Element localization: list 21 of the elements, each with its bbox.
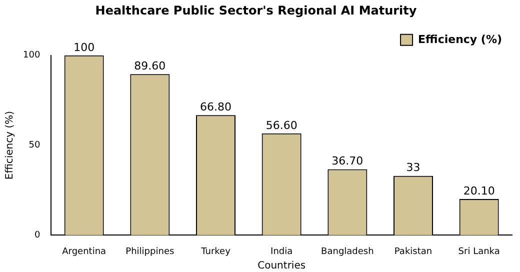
y-tick-label: 0	[34, 230, 40, 241]
x-tick-label: Pakistan	[394, 246, 432, 257]
x-tick-label: Argentina	[62, 246, 106, 257]
y-axis-title: Efficiency (%)	[4, 110, 16, 180]
x-tick-label: India	[270, 246, 293, 257]
legend-label: Efficiency (%)	[418, 32, 502, 46]
y-tick-label: 100	[22, 50, 40, 61]
data-label: 56.60	[266, 118, 298, 132]
data-label: 100	[74, 40, 95, 54]
x-axis-title: Countries	[258, 260, 306, 272]
chart-title: Healthcare Public Sector's Regional AI Maturity	[95, 3, 417, 18]
x-tick-label: Philippines	[126, 246, 174, 257]
data-label: 33	[406, 161, 420, 174]
data-label: 36.70	[332, 154, 364, 168]
x-tick-label: Turkey	[200, 246, 232, 257]
data-label: 20.10	[463, 184, 495, 198]
x-tick-label: Bangladesh	[321, 246, 374, 257]
y-tick-label: 50	[28, 140, 40, 151]
data-label: 66.80	[200, 100, 232, 114]
x-tick-label: Sri Lanka	[458, 246, 500, 257]
data-label: 89.60	[134, 59, 166, 72]
